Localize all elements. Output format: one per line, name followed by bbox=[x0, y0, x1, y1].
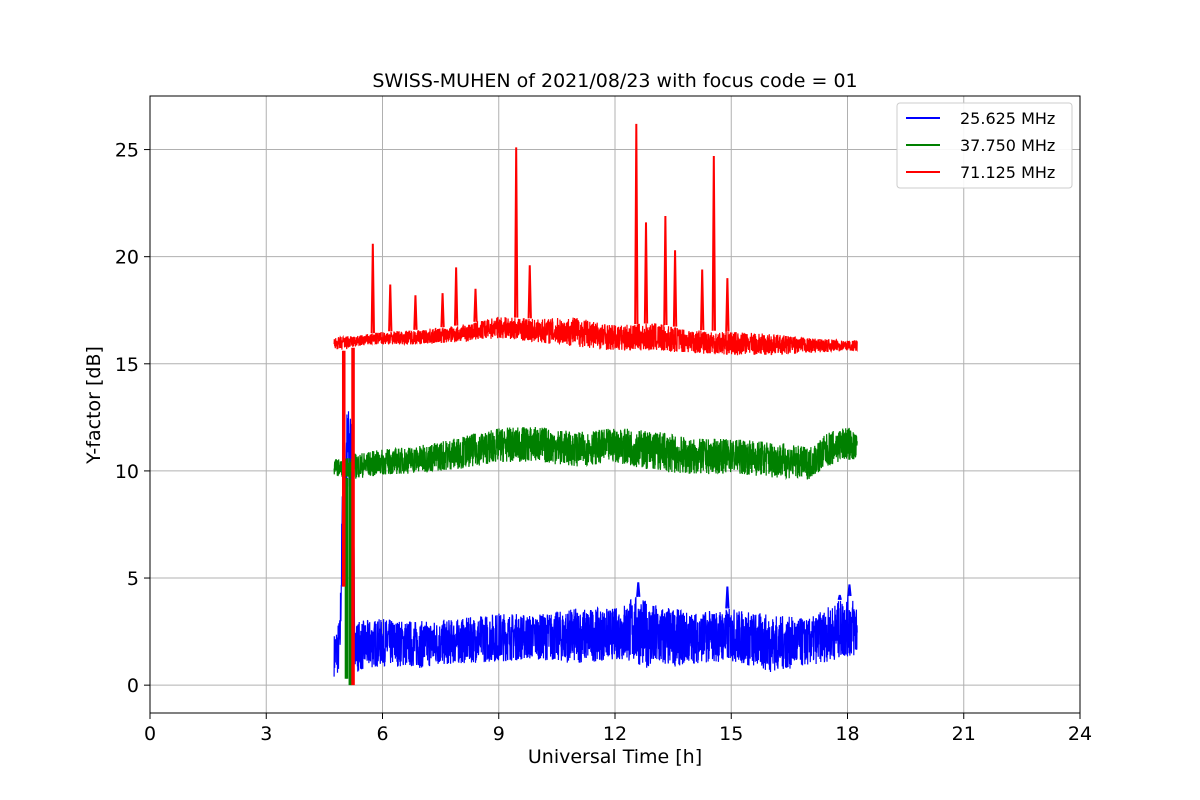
peak-spike bbox=[725, 278, 730, 332]
legend-label-37750: 37.750 MHz bbox=[960, 136, 1055, 155]
x-axis: 0 3 6 9 12 15 18 21 24 bbox=[144, 713, 1092, 745]
legend-box bbox=[896, 102, 1073, 189]
peak-spike bbox=[634, 123, 639, 325]
series-trace bbox=[333, 316, 858, 356]
peak-spike bbox=[663, 215, 668, 326]
x-tick-label: 24 bbox=[1068, 723, 1092, 745]
series-1 bbox=[333, 411, 858, 677]
x-axis-label: Universal Time [h] bbox=[528, 746, 702, 768]
legend: 25.625 MHz 37.750 MHz 71.125 MHz bbox=[896, 102, 1073, 189]
chart-title: SWISS-MUHEN of 2021/08/23 with focus cod… bbox=[372, 70, 857, 92]
peak-spike bbox=[700, 269, 705, 331]
peak-spike bbox=[711, 155, 716, 331]
y-tick-label: 10 bbox=[115, 461, 139, 483]
legend-label-71125: 71.125 MHz bbox=[960, 163, 1055, 182]
legend-label-25625: 25.625 MHz bbox=[960, 109, 1055, 128]
y-tick-label: 15 bbox=[115, 354, 139, 376]
y-tick-label: 5 bbox=[127, 568, 139, 590]
y-tick-label: 20 bbox=[115, 247, 139, 269]
series-layer bbox=[333, 123, 858, 686]
x-tick-label: 21 bbox=[952, 723, 976, 745]
peak-spike bbox=[440, 293, 445, 328]
x-tick-label: 12 bbox=[603, 723, 627, 745]
series-trace bbox=[333, 426, 858, 481]
peak-spike bbox=[527, 265, 532, 319]
x-tick-label: 3 bbox=[260, 723, 272, 745]
x-tick-label: 15 bbox=[719, 723, 743, 745]
series-2 bbox=[333, 426, 858, 686]
peak-spike bbox=[847, 584, 852, 597]
y-tick-label: 0 bbox=[127, 675, 139, 697]
x-tick-label: 9 bbox=[493, 723, 505, 745]
y-tick-label: 25 bbox=[115, 140, 139, 162]
x-tick-label: 6 bbox=[376, 723, 388, 745]
peak-spike bbox=[837, 594, 842, 601]
y-axis: 0 5 10 15 20 25 bbox=[115, 140, 150, 697]
x-tick-label: 0 bbox=[144, 723, 156, 745]
peak-spike bbox=[514, 147, 519, 318]
series-trace bbox=[333, 411, 858, 677]
peak-spike bbox=[388, 284, 393, 332]
peak-spike bbox=[643, 222, 649, 324]
peak-spike bbox=[370, 243, 375, 334]
peak-spike bbox=[672, 250, 678, 327]
y-axis-label: Y-factor [dB] bbox=[83, 346, 105, 465]
peak-spike bbox=[636, 582, 641, 597]
x-tick-label: 18 bbox=[835, 723, 859, 745]
peak-spike bbox=[473, 288, 478, 322]
peak-spike bbox=[453, 267, 459, 326]
series-3 bbox=[333, 123, 858, 686]
peak-spike bbox=[725, 586, 730, 609]
peak-spike bbox=[413, 295, 418, 330]
